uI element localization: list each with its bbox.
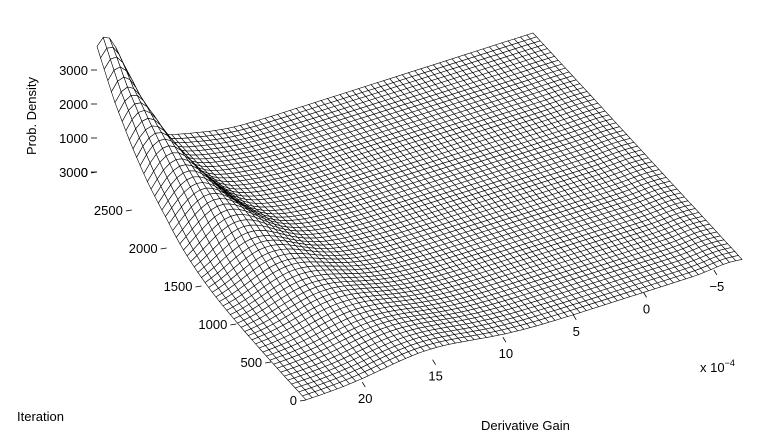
x-tick-mark [643,292,647,298]
x-tick-mark [432,359,436,365]
y-tick-label: 0 [290,393,297,408]
z-axis-label: Prob. Density [24,76,39,155]
surface-mesh [96,32,743,401]
x-tick-label: 15 [428,369,442,384]
surface-patch [731,255,743,262]
y-axis-label: Iteration [17,409,64,424]
y-tick-label: 3000 [59,165,88,180]
x-scale-base: x 10 [700,360,725,375]
y-tick-mark [195,285,202,288]
z-tick-label: 2000 [59,97,88,112]
x-tick-label: 5 [573,324,580,339]
x-scale-exponent: −4 [725,358,735,368]
y-tick-label: 2500 [94,203,123,218]
x-axis-label: Derivative Gain [481,418,570,433]
x-tick-mark [713,269,718,276]
x-tick-mark [572,314,577,321]
y-tick-label: 1000 [198,317,227,332]
x-tick-mark [361,381,366,388]
z-tick-label: 1000 [59,131,88,146]
x-tick-label: 0 [643,301,650,316]
x-tick-label: 10 [499,346,513,361]
z-tick-label: 0 [81,165,88,180]
y-tick-label: 2000 [129,241,158,256]
y-tick-mark [265,361,272,364]
x-tick-label: 20 [358,391,372,406]
axis-ticks: 20151050−5050010001500200025003000010002… [59,63,724,408]
x-scale-factor: x 10−4 [700,358,735,375]
y-tick-label: 1500 [164,279,193,294]
x-tick-mark [502,337,507,343]
y-tick-mark [230,323,237,326]
z-tick-label: 3000 [59,63,88,78]
y-tick-mark [125,209,132,212]
y-tick-mark [299,399,307,402]
y-tick-mark [160,247,167,250]
x-tick-label: −5 [709,279,724,294]
y-tick-label: 500 [240,355,262,370]
